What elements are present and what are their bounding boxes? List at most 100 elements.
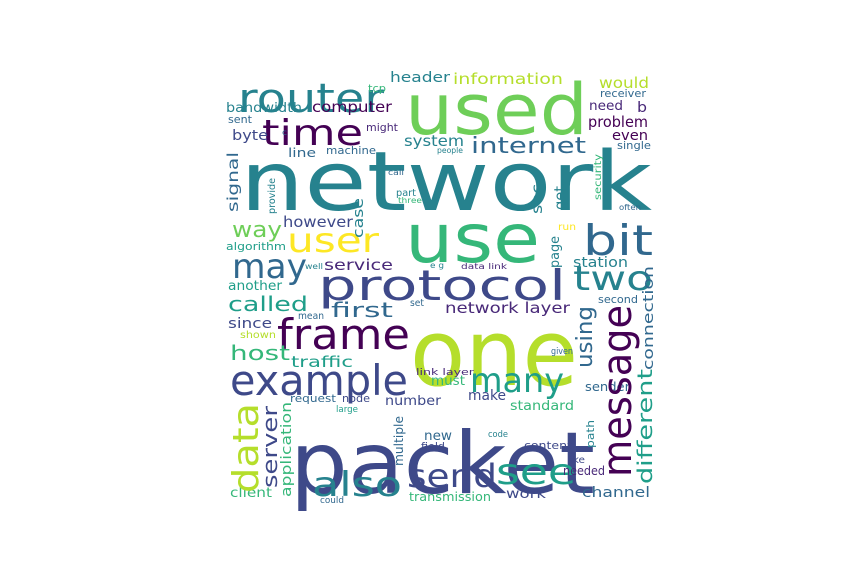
word-internet: internet [471, 134, 586, 159]
word-given: given [551, 347, 573, 357]
word-sender: sender [585, 380, 630, 394]
word-run: run [558, 222, 576, 233]
word-might: might [366, 121, 399, 134]
word-bit: bit [583, 216, 653, 265]
word-system: system [404, 132, 464, 150]
word-line: line [288, 146, 316, 160]
word-even: even [612, 128, 648, 144]
word-would: would [599, 74, 649, 92]
word-also: also [312, 465, 402, 505]
word-server: server [258, 405, 282, 488]
word-different: different [633, 369, 657, 484]
word-standard: standard [510, 399, 574, 414]
word-use: use [405, 200, 540, 279]
word-data-link: data link [461, 262, 507, 271]
word-way: way [232, 218, 282, 243]
word-new: new [424, 429, 452, 444]
word-message: message [595, 305, 641, 477]
word-another: another [228, 279, 283, 294]
word-sec: sec [528, 184, 546, 214]
word-machine: machine [326, 144, 376, 157]
word-single: single [617, 139, 651, 152]
word-second: second [598, 293, 638, 306]
word-see: see [496, 452, 576, 493]
word-large: large [336, 405, 358, 415]
word-user: user [287, 221, 379, 261]
word-problem: problem [588, 113, 648, 131]
word-could: could [320, 496, 344, 506]
word-receiver: receiver [600, 87, 646, 100]
word-call: call [388, 168, 404, 177]
word-computer: computer [312, 98, 393, 116]
word-byte: byte [232, 128, 268, 144]
word-b: b [637, 100, 647, 116]
word-mean: mean [298, 311, 324, 322]
word-shown: shown [240, 330, 276, 341]
word-needed: needed [563, 464, 605, 478]
word-link-layer: link layer [416, 368, 474, 378]
word-send: send [407, 457, 497, 495]
word-host: host [230, 341, 290, 365]
word-information: information [453, 70, 563, 88]
word-data: data [226, 403, 267, 493]
word-node: node [342, 392, 370, 405]
word-time: time [262, 113, 363, 154]
word-well: well [305, 262, 323, 271]
word-two: two [573, 259, 653, 299]
word-make: make [468, 388, 506, 404]
word-protocol: protocol [318, 261, 566, 310]
word-set: set [410, 298, 424, 309]
word-get: get [551, 186, 569, 210]
word-frame: frame [277, 310, 410, 359]
word-security: security [593, 154, 604, 200]
word-may: may [232, 247, 307, 287]
word-application: application [279, 402, 295, 497]
word-used: used [405, 69, 588, 151]
word-header: header [390, 70, 450, 86]
word-often: often [619, 203, 641, 212]
word-since: since [228, 316, 272, 332]
word-path: path [584, 420, 597, 448]
word-packet: packet [290, 414, 595, 514]
word-must: must [431, 374, 465, 389]
word-people: people [437, 146, 463, 155]
word-channel: channel [582, 485, 650, 501]
word-called: called [228, 292, 308, 316]
word-client: client [230, 486, 272, 501]
word-like: like [567, 455, 585, 466]
word-content: content [524, 439, 573, 452]
word-router: router [238, 76, 385, 122]
word-multiple: multiple [392, 416, 406, 466]
word-bandwidth: bandwidth [226, 101, 302, 116]
word-page: page [548, 236, 563, 268]
word-one: one [410, 300, 578, 407]
word-field: field [421, 440, 445, 453]
word-using: using [573, 306, 598, 368]
word-three: three [398, 196, 422, 205]
word-request: request [290, 392, 337, 405]
word-network: network [240, 135, 653, 230]
word-however: however [283, 213, 354, 231]
word-first: first [331, 298, 393, 322]
word-provide: provide [267, 178, 278, 214]
word-e-g: e g [430, 261, 444, 270]
word-example: example [230, 356, 408, 405]
word-connection: connection [641, 266, 657, 370]
word-tcp: tcp [368, 82, 386, 95]
word-many: many [470, 361, 564, 401]
word-sent: sent [228, 113, 253, 126]
word-case: case [351, 198, 367, 238]
word-traffic: traffic [291, 353, 353, 371]
word-need: need [589, 99, 623, 114]
word-signal: signal [224, 152, 242, 212]
word-service: service [324, 256, 393, 274]
word-transmission: transmission [409, 490, 491, 504]
word-c: c [282, 128, 287, 137]
word-work: work [506, 487, 547, 502]
word-part: part [396, 188, 416, 199]
word-network-layer: network layer [445, 299, 571, 317]
word-code: code [488, 430, 508, 440]
word-number: number [385, 394, 442, 409]
